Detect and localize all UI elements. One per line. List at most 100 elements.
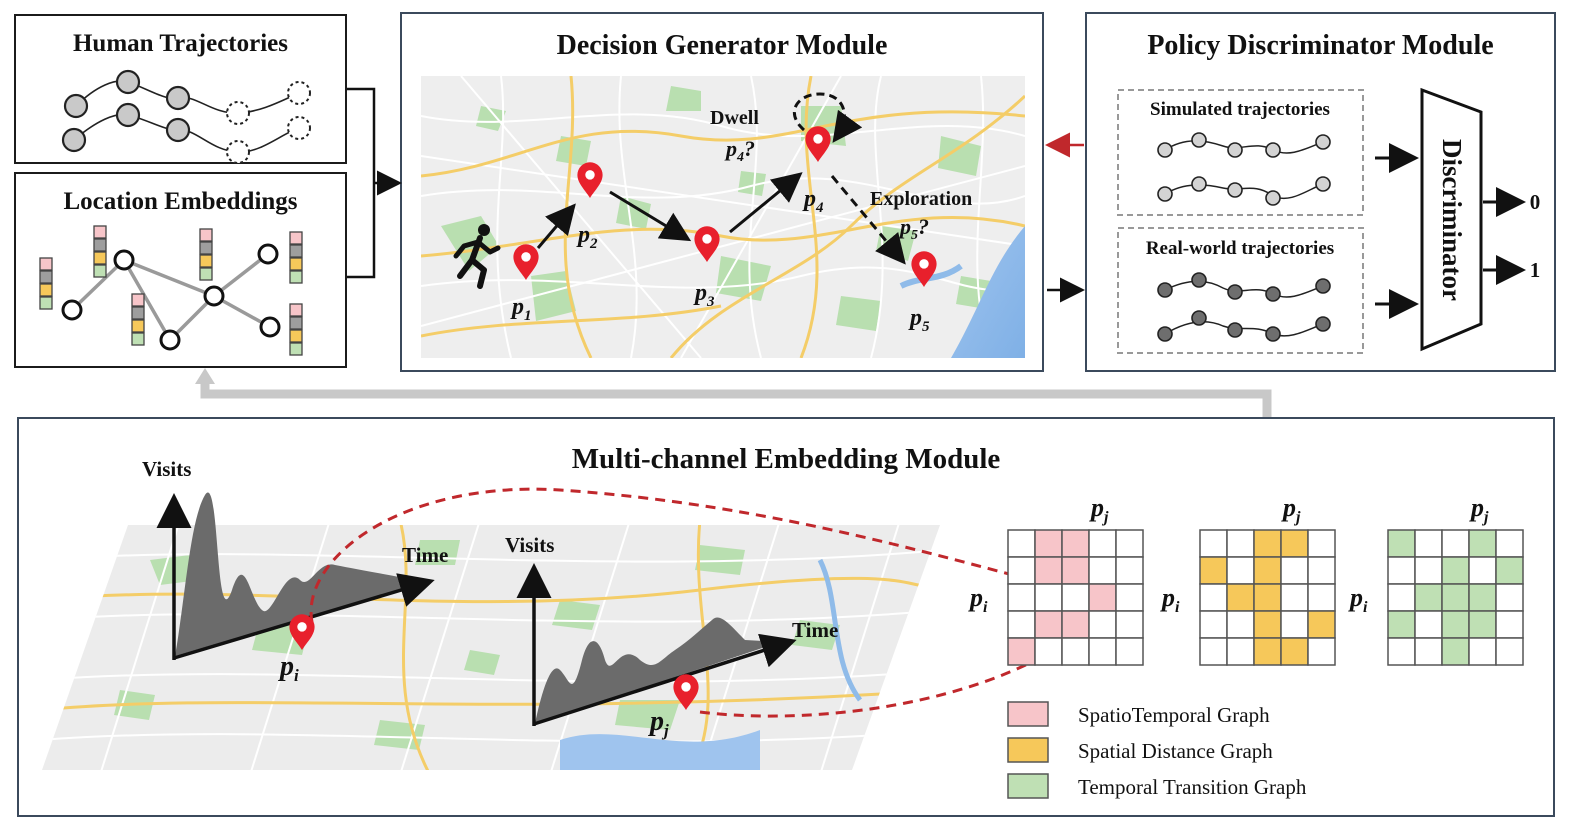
trajectory-node (63, 93, 89, 119)
embedding-node (259, 316, 281, 338)
decision-map (421, 76, 1025, 358)
matrix-col-label: pj (1469, 493, 1489, 526)
real-trajectories-label: Real-world trajectories (1145, 238, 1333, 259)
real-node (1190, 271, 1207, 288)
embedding-vector (289, 231, 303, 284)
matrix-cell (1226, 637, 1255, 666)
matrix-cell (1115, 610, 1144, 639)
legend-label: Spatial Distance Graph (1078, 739, 1273, 763)
policy-discriminator-title: Policy Discriminator Module (1147, 30, 1494, 61)
matrix-cell (1307, 610, 1336, 639)
real-node (1264, 285, 1281, 302)
real-node (1314, 277, 1331, 294)
matrix-cell (1199, 637, 1228, 666)
human-trajectories-graphic (61, 69, 311, 164)
matrix-cell (1088, 583, 1117, 612)
matrix-col-label: pj (1281, 493, 1301, 526)
matrix-cell (1280, 610, 1309, 639)
matrix-cell (1441, 529, 1470, 558)
simulated-trajectories-label: Simulated trajectories (1150, 99, 1330, 120)
legend-swatch (1007, 737, 1049, 763)
matrix-cell (1226, 556, 1255, 585)
simulated-node (1156, 185, 1173, 202)
embedding-vector (289, 303, 303, 356)
discriminator-output-0: 0 (1529, 190, 1540, 214)
matrix-cell (1199, 556, 1228, 585)
matrix-cell (1088, 529, 1117, 558)
matrix-cell (1115, 637, 1144, 666)
time-axis-label-2: Time (792, 618, 838, 642)
matrix-cell (1280, 583, 1309, 612)
simulated-node (1226, 181, 1243, 198)
matrix-cell (1468, 637, 1497, 666)
legend-swatch (1007, 773, 1049, 799)
matrix-cell (1495, 583, 1524, 612)
adjacency-matrix: pi pj (968, 493, 1144, 666)
embedding-vector (131, 293, 145, 346)
trajectory-future-node (226, 101, 250, 125)
trajectory-future-node (287, 116, 311, 140)
real-node (1264, 325, 1281, 342)
matrix-cell (1307, 637, 1336, 666)
trajectory-node (115, 102, 141, 128)
embedding-node (159, 329, 181, 351)
matrix-cell (1414, 529, 1443, 558)
matrix-cell (1387, 529, 1416, 558)
real-node (1226, 283, 1243, 300)
matrix-cell (1253, 556, 1282, 585)
real-node (1190, 309, 1207, 326)
embedding-node (113, 249, 135, 271)
legend-swatch (1007, 701, 1049, 727)
matrix-cell (1387, 610, 1416, 639)
matrix-cell (1495, 637, 1524, 666)
matrix-cell (1441, 637, 1470, 666)
matrix-cell (1115, 556, 1144, 585)
matrix-cell (1468, 529, 1497, 558)
matrix-cell (1495, 529, 1524, 558)
legend-item: SpatioTemporal Graph (1007, 701, 1270, 727)
matrix-cell (1007, 556, 1036, 585)
policy-discriminator-panel: Policy Discriminator Module Simulated tr… (1085, 12, 1556, 372)
legend-item: Temporal Transition Graph (1007, 773, 1307, 799)
matrix-cell (1414, 610, 1443, 639)
matrix-cell (1495, 556, 1524, 585)
embedding-node (203, 285, 225, 307)
trajectory-future-node (287, 81, 311, 105)
matrix-cell (1468, 556, 1497, 585)
matrix-cell (1253, 637, 1282, 666)
real-node (1226, 321, 1243, 338)
matrix-cell (1387, 556, 1416, 585)
adjacency-matrix: pi pj (1348, 493, 1524, 666)
legend-label: Temporal Transition Graph (1078, 775, 1307, 799)
matrix-cell (1253, 610, 1282, 639)
trajectory-node (165, 117, 191, 143)
matrix-cell (1088, 637, 1117, 666)
visits-axis-label-2: Visits (505, 533, 554, 557)
matrix-cell (1387, 637, 1416, 666)
location-pin-icon (512, 243, 539, 280)
location-pin-icon (804, 125, 831, 162)
matrix-cell (1441, 556, 1470, 585)
matrix-cell (1007, 610, 1036, 639)
matrix-cell (1280, 556, 1309, 585)
matrix-row-label: pi (968, 583, 988, 616)
matrix-cell (1226, 610, 1255, 639)
simulated-node (1314, 133, 1331, 150)
simulated-node (1226, 141, 1243, 158)
matrix-cell (1307, 556, 1336, 585)
location-pin-icon (910, 250, 937, 287)
matrix-cell (1387, 583, 1416, 612)
matrix-cell (1034, 610, 1063, 639)
matrix-cell (1414, 556, 1443, 585)
location-embeddings-graphic (39, 225, 303, 356)
matrix-cell (1061, 529, 1090, 558)
simulated-node (1264, 189, 1281, 206)
matrix-cell (1414, 583, 1443, 612)
matrix-cell (1199, 529, 1228, 558)
embedding-vector (39, 257, 53, 310)
simulated-node (1156, 141, 1173, 158)
matrix-row-label: pi (1348, 583, 1368, 616)
visits-series-j (535, 617, 780, 724)
location-pin-icon (576, 161, 603, 198)
